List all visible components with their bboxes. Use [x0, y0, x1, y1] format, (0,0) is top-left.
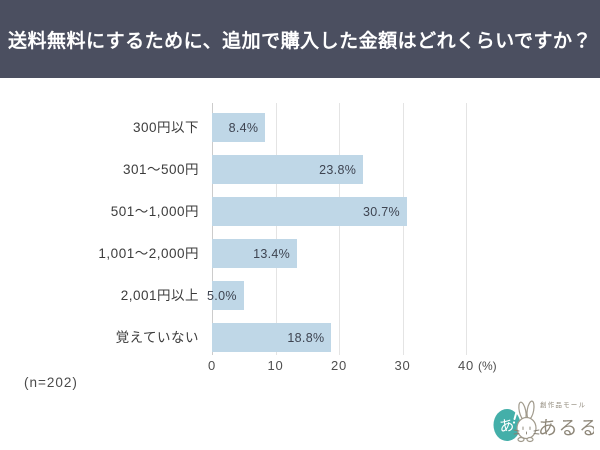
gridline-20: [339, 103, 340, 355]
category-label: 501～1,000円: [110, 204, 199, 219]
bar: 13.4%: [212, 239, 298, 268]
logo-badge-circle: [493, 409, 521, 441]
logo-brand-large: あるる: [538, 417, 594, 439]
sample-size-label: (n=202): [24, 375, 78, 390]
bar: 30.7%: [212, 197, 407, 226]
rabbit-icon: [516, 400, 537, 443]
bar-row: 覚えていない 18.8%: [0, 323, 600, 352]
category-label: 300円以下: [132, 120, 199, 135]
bar-row: 501～1,000円 30.7%: [0, 197, 600, 226]
value-label: 18.8%: [287, 330, 325, 345]
category-label: 1,001～2,000円: [98, 246, 199, 261]
logo-exclamation-icon: [513, 411, 518, 420]
rabbit-face: [513, 426, 540, 435]
gridline-30: [402, 103, 404, 355]
bar-row: 301～500円 23.8%: [0, 155, 600, 184]
category-label: 301～500円: [122, 162, 199, 177]
value-label: 30.7%: [362, 204, 400, 219]
gridline-40: [466, 103, 467, 355]
value-label: 23.8%: [319, 162, 357, 177]
bar-row: 2,001円以上 5.0%: [0, 281, 600, 310]
chart-title-bar: 送料無料にするために、追加で購入した金額はどれくらいですか？: [0, 0, 600, 78]
bar: 18.8%: [212, 323, 332, 352]
gridline-10: [275, 103, 277, 355]
bar-row: 1,001～2,000円 13.4%: [0, 239, 600, 268]
x-tick-label-20: 20: [330, 358, 348, 373]
x-tick-label-40: 40: [457, 358, 475, 373]
x-tick-label-30: 30: [394, 358, 411, 373]
value-label: 8.4%: [228, 120, 259, 135]
x-tick-label-0: 0: [207, 358, 217, 373]
category-label: 覚えていない: [115, 330, 199, 345]
y-axis-line: [212, 103, 213, 355]
bar-row: 300円以下 8.4%: [0, 113, 600, 142]
bar: 23.8%: [212, 155, 364, 184]
category-label: 2,001円以上: [120, 288, 199, 303]
value-label: 5.0%: [207, 288, 237, 303]
chart-title: 送料無料にするために、追加で購入した金額はどれくらいですか？: [7, 30, 593, 52]
logo-brand-small: 創作品モール: [540, 400, 586, 409]
logo-mark: あ: [498, 416, 516, 436]
x-axis-unit-label: (%): [478, 359, 497, 373]
plot-gridlines: [0, 103, 600, 355]
value-label: 13.4%: [253, 246, 291, 261]
bar: 5.0%: [207, 281, 244, 310]
bar: 8.4%: [212, 113, 266, 142]
x-tick-label-10: 10: [267, 358, 284, 373]
logo-exclamation-dot: [512, 421, 516, 424]
aruru-logo: あ 創作品モール あるる: [493, 400, 594, 443]
